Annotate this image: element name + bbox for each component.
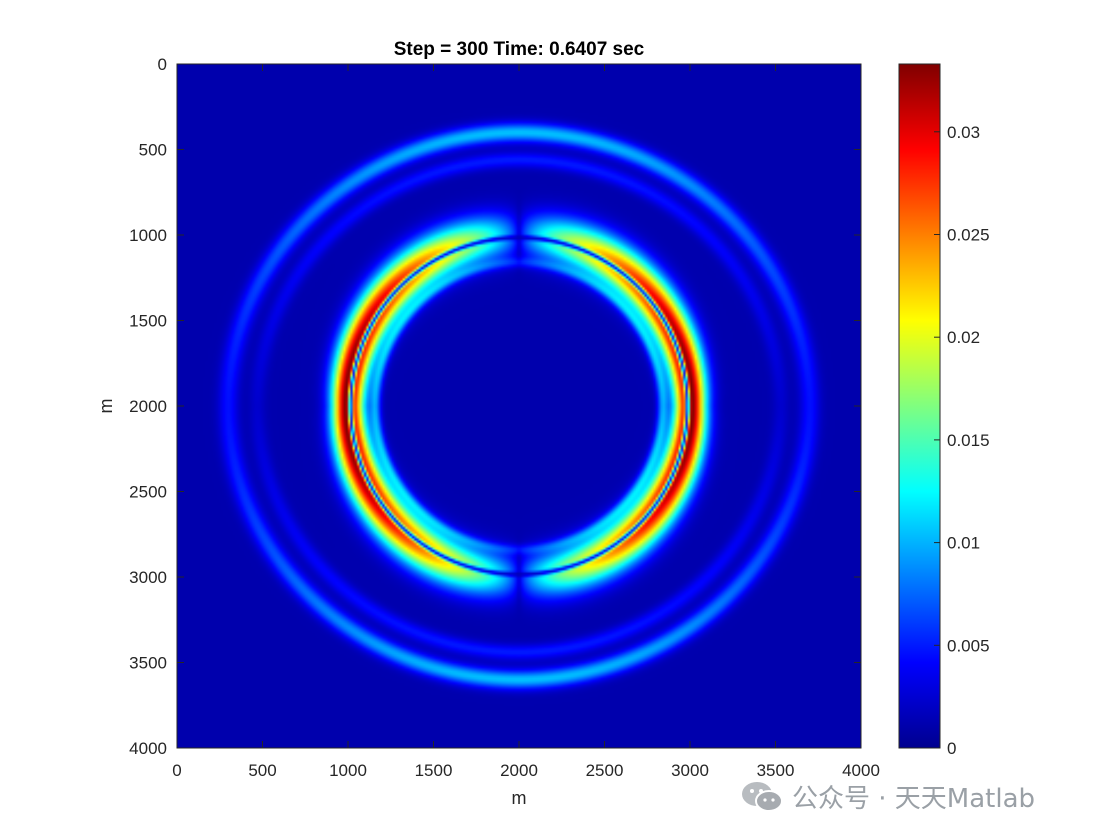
x-axis-ticks: 0 500 1000 1500 2000 2500 3000 3500 4000 (172, 64, 880, 780)
colorbar (898, 63, 941, 749)
y-tick-label: 1000 (129, 226, 167, 245)
y-tick-label: 0 (158, 55, 167, 74)
colorbar-tick-label: 0.015 (947, 431, 990, 450)
x-tick-label: 1500 (415, 761, 453, 780)
watermark: 公众号 · 天天Matlab (740, 778, 1035, 815)
y-tick-label: 4000 (129, 739, 167, 758)
colorbar-tick-label: 0.025 (947, 225, 990, 244)
x-tick-label: 3500 (757, 761, 795, 780)
x-tick-label: 1000 (329, 761, 367, 780)
x-tick-label: 2000 (500, 761, 538, 780)
x-tick-label: 0 (172, 761, 181, 780)
y-tick-label: 500 (139, 141, 167, 160)
x-tick-label: 4000 (842, 761, 880, 780)
colorbar-tick-label: 0.01 (947, 534, 980, 553)
chart-title: Step = 300 Time: 0.6407 sec (394, 39, 645, 60)
x-tick-label: 500 (248, 761, 276, 780)
y-tick-label: 2500 (129, 483, 167, 502)
x-tick-label: 2500 (586, 761, 624, 780)
watermark-text: 公众号 · 天天Matlab (792, 784, 1036, 814)
colorbar-tick-label: 0 (947, 739, 956, 758)
y-tick-label: 3000 (129, 568, 167, 587)
colorbar-tick-label: 0.005 (947, 636, 990, 655)
y-tick-label: 2000 (129, 397, 167, 416)
y-axis-ticks: 0 500 1000 1500 2000 2500 3000 3500 4000 (129, 55, 861, 758)
heatmap-image (177, 64, 861, 748)
y-tick-label: 1500 (129, 312, 167, 331)
x-axis-label: m (512, 788, 527, 808)
colorbar-tick-label: 0.02 (947, 328, 980, 347)
colorbar-ticks: 0 0.005 0.01 0.015 0.02 0.025 0.03 (934, 123, 990, 758)
colorbar-tick-label: 0.03 (947, 123, 980, 142)
y-tick-label: 3500 (129, 654, 167, 673)
x-tick-label: 3000 (671, 761, 709, 780)
y-axis-label: m (96, 399, 116, 414)
wechat-icon (742, 781, 783, 812)
